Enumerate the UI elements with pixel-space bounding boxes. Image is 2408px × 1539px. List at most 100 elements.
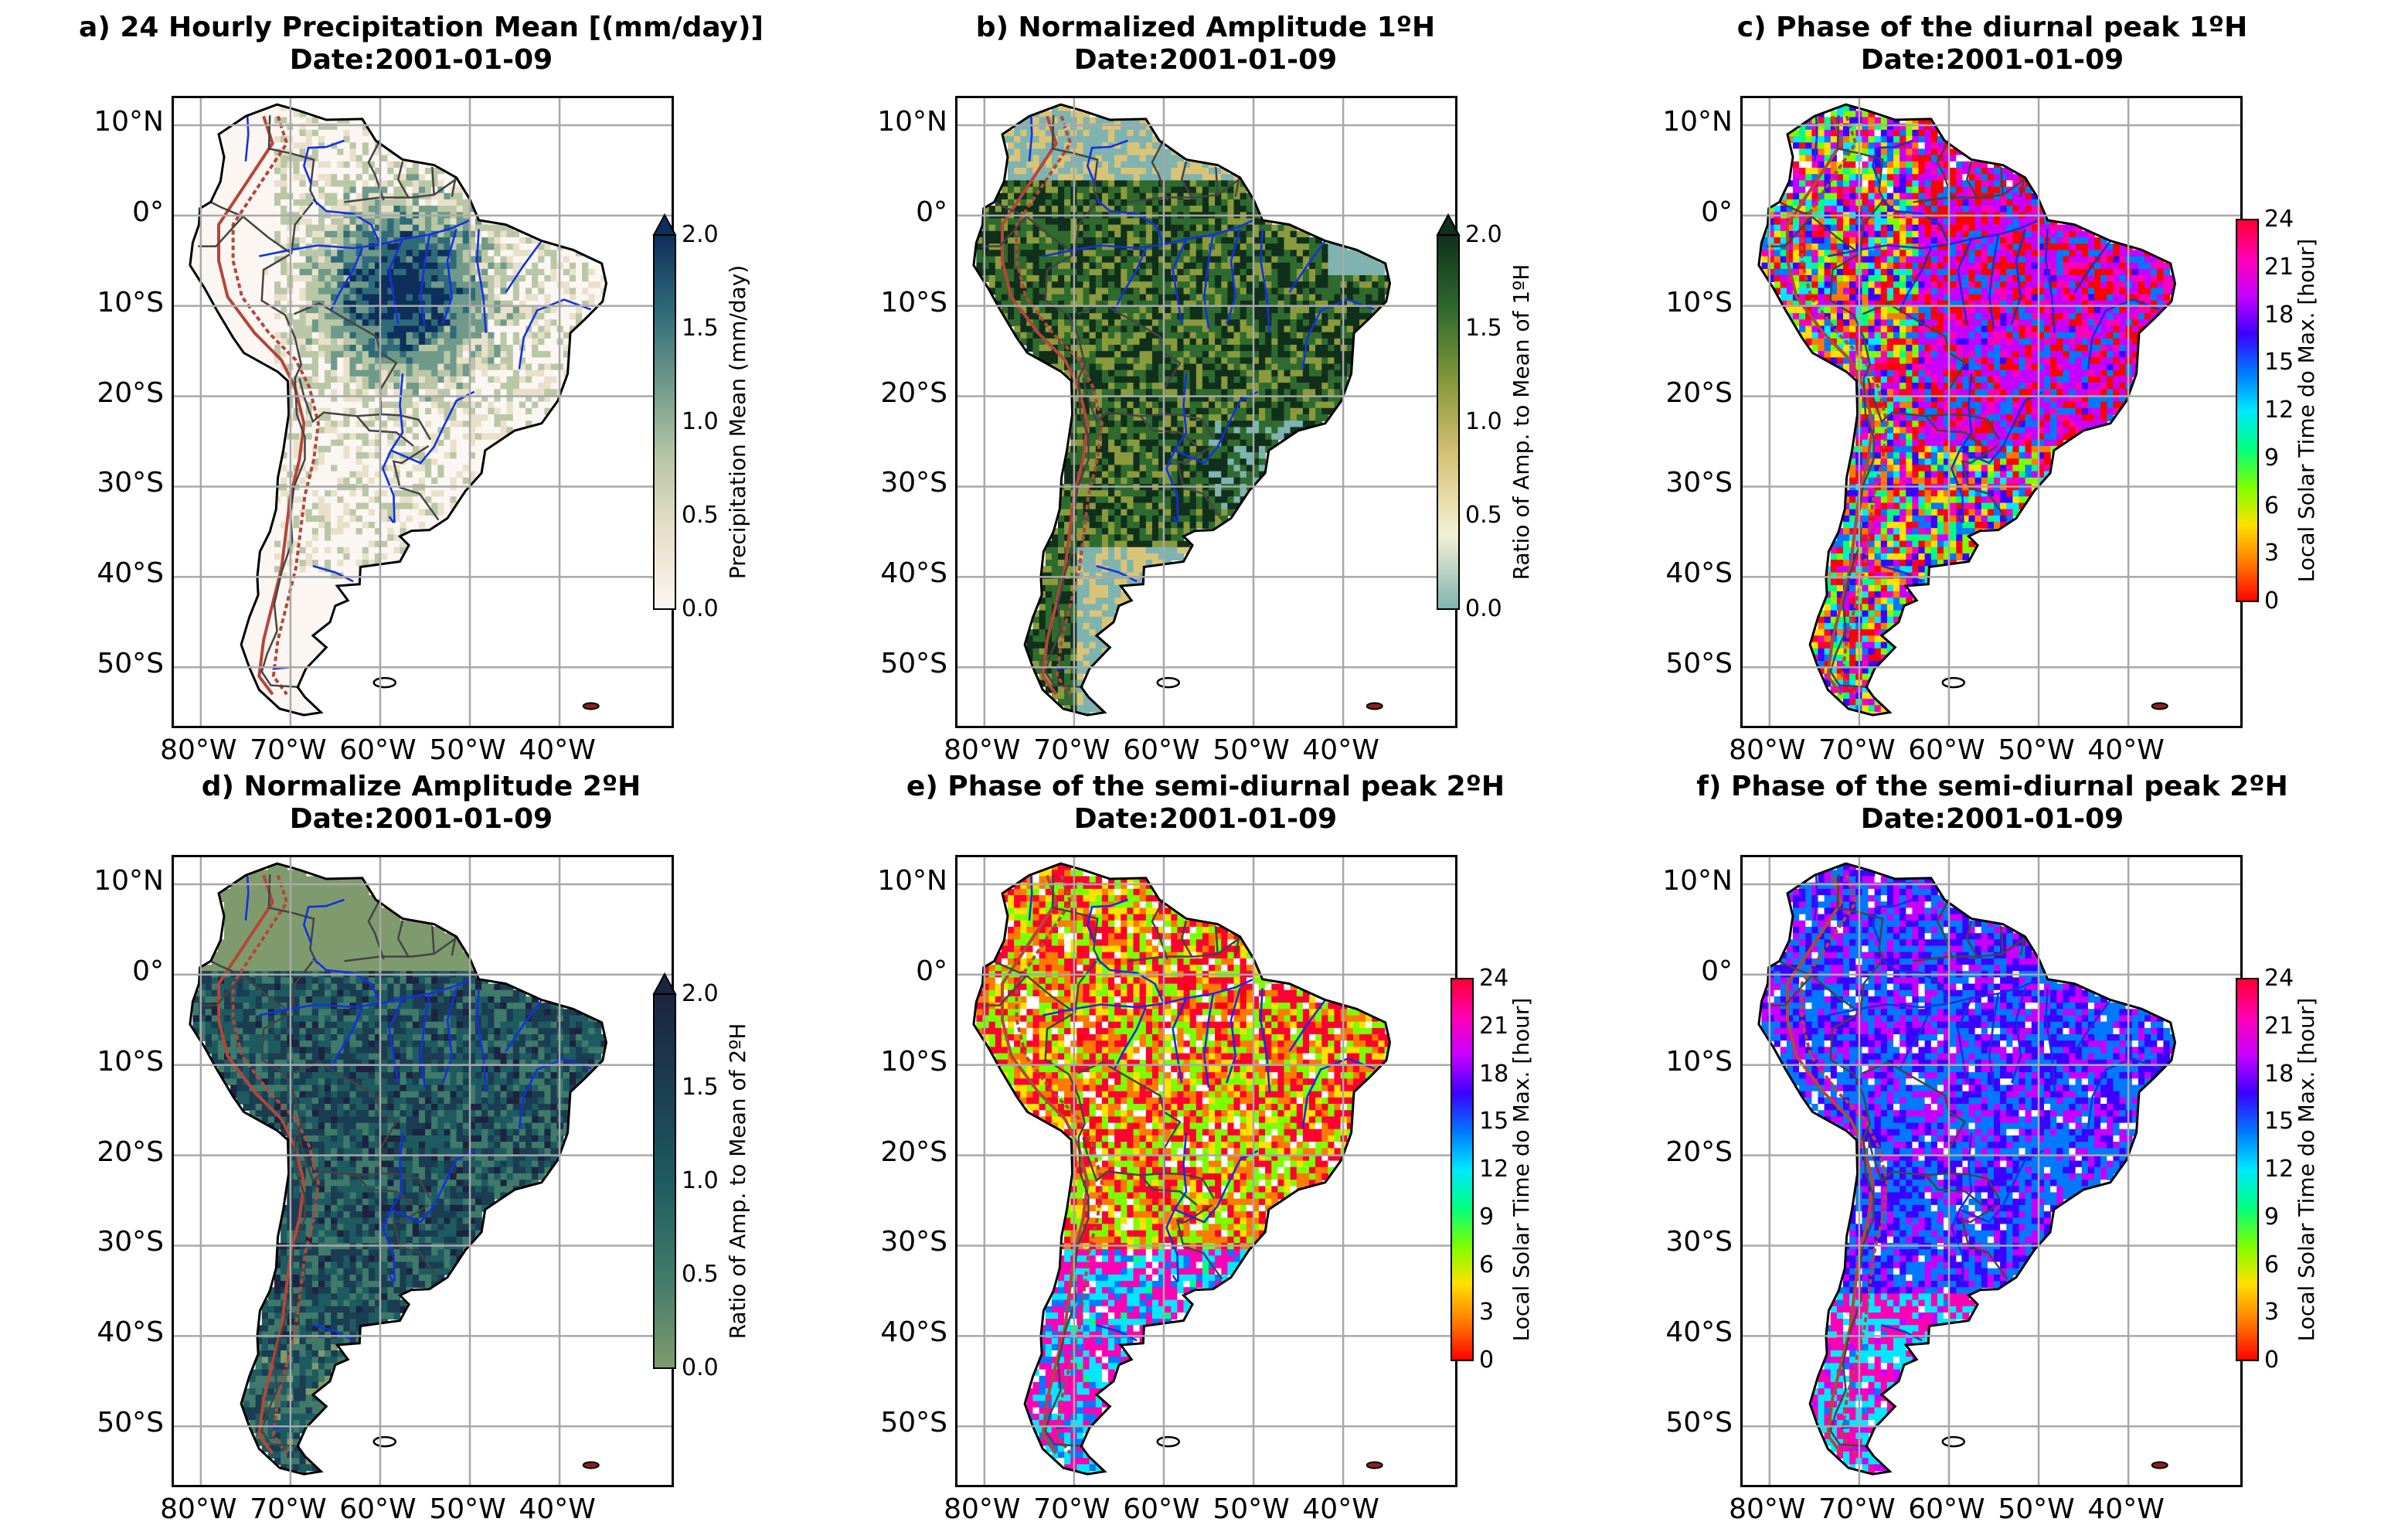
colorbar-tick-label: 1.5 <box>682 315 719 342</box>
lat-tick-label: 10°N <box>1662 865 1733 897</box>
lat-tick-label: 20°S <box>97 1136 164 1168</box>
lat-tick-label: 30°S <box>1665 467 1733 499</box>
river <box>1259 988 1271 1092</box>
country-border <box>260 201 314 689</box>
lat-tick-label: 0° <box>132 955 164 987</box>
country-border <box>1961 444 2008 521</box>
country-border <box>392 1204 440 1280</box>
river <box>1950 373 1973 523</box>
river <box>1959 1149 2044 1224</box>
lon-tick-label: 70°W <box>1033 734 1110 766</box>
lon-tick-label: 40°W <box>519 734 596 766</box>
country-border <box>431 925 435 955</box>
colorbar <box>2236 219 2259 602</box>
colorbar <box>652 213 677 610</box>
river <box>1288 240 1326 293</box>
colorbar-tick-label: 24 <box>1479 965 1509 992</box>
country-border <box>1044 960 1097 1448</box>
river <box>2010 229 2026 325</box>
river <box>312 1324 354 1342</box>
country-border <box>1082 377 1141 424</box>
lat-tick-label: 10°S <box>97 286 164 318</box>
river <box>1898 247 1932 312</box>
lat-tick-label: 50°S <box>1665 1407 1733 1439</box>
river <box>1172 1275 1178 1282</box>
river <box>441 229 457 325</box>
colorbar-label: Ratio of Amp. to Mean of 2ºH <box>725 1023 750 1340</box>
lat-tick-label: 20°S <box>1665 376 1733 409</box>
lon-tick-label: 40°W <box>519 1493 596 1525</box>
country-border <box>1965 920 1979 958</box>
panel-date: Date:2001-01-09 <box>1073 803 1338 835</box>
lon-tick-label: 60°W <box>1908 734 1985 766</box>
map-frame <box>1740 855 2243 1487</box>
lon-tick-label: 50°W <box>1998 734 2075 766</box>
colorbar-tick-label: 15 <box>2264 349 2294 376</box>
colorbar-tick-label: 1.5 <box>682 1074 719 1101</box>
colorbar-gradient <box>653 993 676 1369</box>
lon-tick-label: 80°W <box>160 1493 237 1525</box>
river <box>1881 1324 1923 1342</box>
lon-tick-label: 40°W <box>1302 734 1379 766</box>
falkland-islands <box>1941 1435 1966 1448</box>
lat-tick-label: 10°S <box>1665 286 1733 318</box>
country-border <box>1215 166 1219 196</box>
colorbar-tick-label: 6 <box>2264 1251 2280 1279</box>
coastline <box>972 103 1392 717</box>
andes-contour <box>1800 874 1889 1455</box>
colorbar-label: Local Solar Time do Max. [hour] <box>2294 997 2319 1342</box>
colorbar <box>2236 978 2259 1361</box>
lon-tick-label: 80°W <box>160 734 237 766</box>
country-border <box>1051 874 1102 965</box>
lon-tick-label: 60°W <box>1123 1493 1200 1525</box>
country-border <box>344 179 457 203</box>
lat-tick-label: 10°N <box>94 106 164 138</box>
river <box>2073 999 2111 1052</box>
river <box>1172 238 1188 325</box>
colorbar-tick-label: 0.5 <box>682 1261 719 1288</box>
lat-tick-label: 10°S <box>97 1045 164 1078</box>
colorbar-tick-label: 15 <box>2264 1108 2294 1136</box>
panel-title: a) 24 Hourly Precipitation Mean [(mm/day… <box>79 12 764 43</box>
river <box>1957 1275 1964 1282</box>
lon-tick-label: 40°W <box>1302 1493 1379 1525</box>
colorbar-tick-label: 1.0 <box>682 1167 719 1194</box>
south-georgia-island <box>582 702 600 710</box>
lon-tick-label: 70°W <box>250 1493 327 1525</box>
map-frame <box>1740 96 2243 728</box>
colorbar-label: Local Solar Time do Max. [hour] <box>1508 997 1534 1342</box>
country-border <box>198 975 244 1006</box>
lon-tick-label: 50°W <box>429 1493 506 1525</box>
lat-tick-label: 20°S <box>880 1136 947 1168</box>
river <box>475 988 488 1092</box>
country-border <box>1138 413 1216 447</box>
colorbar-tick-label: 6 <box>1479 1251 1495 1279</box>
river <box>1086 139 1128 185</box>
coastline <box>1757 103 2177 717</box>
south-georgia-island <box>2151 1461 2168 1469</box>
country-border <box>392 444 440 521</box>
lon-tick-label: 70°W <box>1818 734 1896 766</box>
colorbar-gradient <box>653 234 676 610</box>
country-border <box>1175 444 1223 521</box>
colorbar-tick-label: 1.0 <box>682 408 719 435</box>
panel-title: e) Phase of the semi-diurnal peak 2ºH <box>906 771 1505 802</box>
country-border <box>1175 1204 1223 1280</box>
country-border <box>1127 179 1240 203</box>
colorbar-tick-label: 9 <box>2264 1203 2280 1231</box>
lat-tick-label: 40°S <box>1665 557 1733 590</box>
panel-title: b) Normalized Amplitude 1ºH <box>975 12 1436 43</box>
lat-tick-label: 40°S <box>97 1316 164 1349</box>
lat-tick-label: 10°N <box>877 106 947 138</box>
country-border <box>267 115 318 206</box>
river <box>1988 234 2000 329</box>
colorbar-tick-label: 0 <box>2264 1347 2280 1374</box>
colorbar-tick-label: 3 <box>2264 540 2280 567</box>
map-canvas <box>1743 98 2240 726</box>
river <box>329 1006 363 1071</box>
lon-tick-label: 60°W <box>339 734 417 766</box>
colorbar-tick-label: 0.5 <box>682 502 719 529</box>
country-border <box>1836 115 1887 206</box>
coastline <box>189 862 608 1476</box>
colorbar-tick-label: 0 <box>1479 1347 1495 1374</box>
